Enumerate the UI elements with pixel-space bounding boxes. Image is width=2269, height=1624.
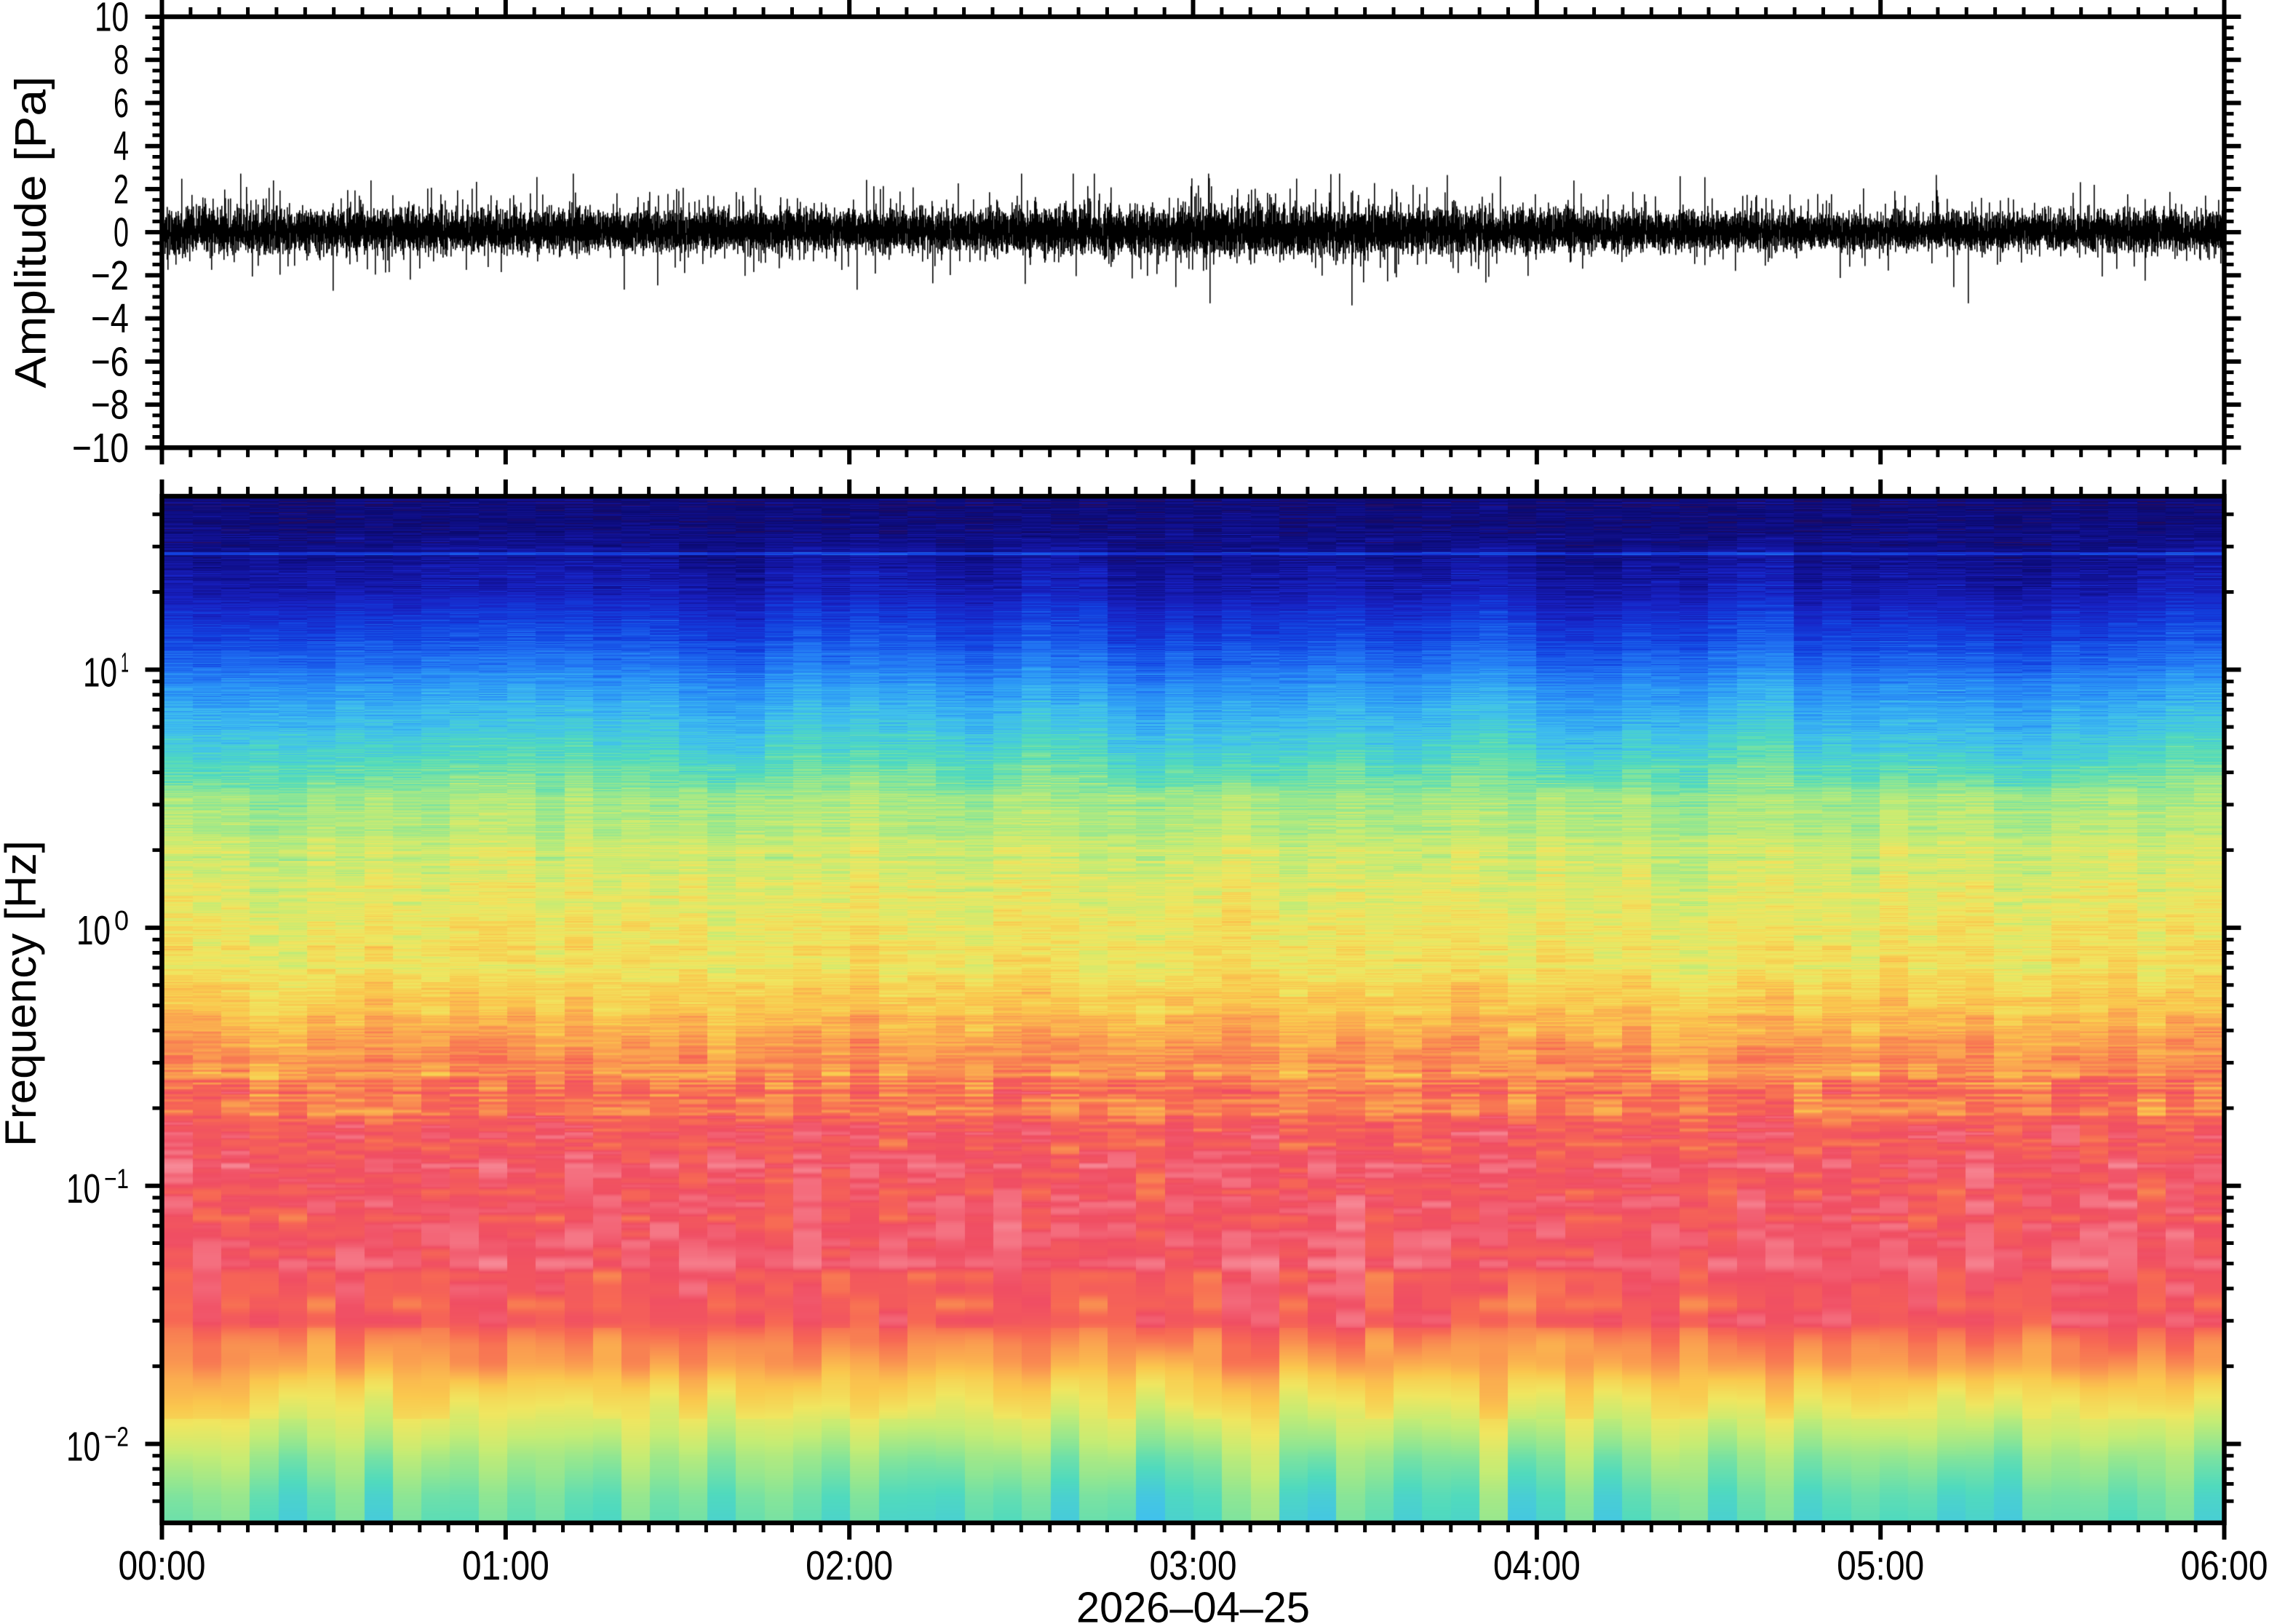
svg-text:04:00: 04:00 bbox=[1493, 1543, 1581, 1589]
svg-text:8: 8 bbox=[114, 37, 129, 84]
svg-text:−2: −2 bbox=[104, 1422, 129, 1453]
svg-text:10: 10 bbox=[66, 1424, 100, 1470]
svg-text:10: 10 bbox=[66, 1166, 100, 1212]
svg-text:02:00: 02:00 bbox=[806, 1543, 893, 1589]
svg-text:−1: −1 bbox=[104, 1164, 129, 1195]
svg-text:−10: −10 bbox=[72, 425, 129, 471]
svg-text:10: 10 bbox=[83, 649, 117, 696]
svg-text:1: 1 bbox=[121, 648, 129, 678]
svg-text:6: 6 bbox=[114, 80, 129, 127]
svg-text:Frequency [Hz]: Frequency [Hz] bbox=[0, 840, 45, 1147]
svg-text:00:00: 00:00 bbox=[119, 1543, 206, 1589]
svg-text:−6: −6 bbox=[91, 338, 129, 385]
svg-text:06:00: 06:00 bbox=[2181, 1543, 2268, 1589]
svg-text:10: 10 bbox=[95, 0, 129, 41]
svg-text:0: 0 bbox=[114, 906, 129, 936]
svg-text:05:00: 05:00 bbox=[1837, 1543, 1924, 1589]
svg-text:Amplitude [Pa]: Amplitude [Pa] bbox=[7, 76, 55, 389]
svg-text:01:00: 01:00 bbox=[462, 1543, 549, 1589]
svg-text:−8: −8 bbox=[91, 382, 129, 429]
svg-text:2: 2 bbox=[114, 166, 129, 212]
svg-text:2026–04–25: 2026–04–25 bbox=[1076, 1584, 1310, 1624]
svg-text:−2: −2 bbox=[91, 252, 129, 299]
svg-text:0: 0 bbox=[114, 210, 129, 256]
svg-text:4: 4 bbox=[114, 123, 129, 170]
svg-text:−4: −4 bbox=[91, 295, 129, 342]
svg-text:03:00: 03:00 bbox=[1150, 1543, 1237, 1589]
svg-text:10: 10 bbox=[76, 907, 111, 954]
